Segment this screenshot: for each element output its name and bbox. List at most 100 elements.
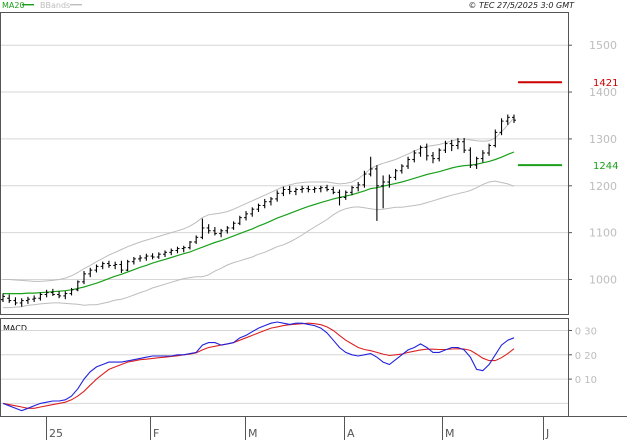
- price-bar: [50, 288, 55, 296]
- price-bar: [275, 190, 280, 202]
- price-bar: [25, 296, 30, 304]
- price-bar: [443, 140, 448, 153]
- price-bar: [82, 271, 87, 285]
- price-bar: [7, 294, 12, 303]
- price-tick-label: 1200: [589, 180, 617, 193]
- macd-tick-label: 0 10: [575, 375, 597, 386]
- price-bar: [331, 186, 336, 195]
- price-bar: [455, 137, 460, 150]
- level-label: 1421: [593, 78, 618, 89]
- price-bar: [343, 190, 348, 200]
- price-bar: [281, 186, 286, 197]
- month-label: A: [347, 427, 355, 440]
- price-bar: [418, 145, 423, 157]
- price-tick-label: 1000: [589, 274, 617, 287]
- macd-title: MACD: [3, 324, 27, 333]
- month-label: 25: [49, 427, 63, 440]
- price-bar: [13, 297, 18, 306]
- price-bar: [138, 255, 143, 262]
- price-bar: [474, 156, 479, 169]
- price-bar: [480, 150, 485, 163]
- price-bar: [262, 198, 267, 209]
- price-bar: [412, 150, 417, 163]
- price-tick-label: 1300: [589, 133, 617, 146]
- price-bar: [225, 226, 230, 234]
- price-bar: [119, 260, 124, 273]
- price-bar: [256, 203, 261, 213]
- level-label: 1244: [593, 161, 618, 172]
- price-bar: [200, 218, 205, 240]
- price-bar: [169, 248, 174, 256]
- price-bar: [194, 235, 199, 244]
- price-bar: [131, 257, 136, 265]
- price-bar: [393, 168, 398, 181]
- price-bar: [156, 252, 161, 259]
- bband-lower-line: [3, 180, 515, 309]
- price-bar: [424, 143, 429, 161]
- price-bar: [387, 174, 392, 188]
- price-bar: [499, 118, 504, 136]
- price-bar: [175, 246, 180, 254]
- price-bar: [237, 215, 242, 226]
- price-bar: [356, 182, 361, 192]
- macd-series-signal-line: [2, 322, 515, 409]
- price-bar: [163, 250, 168, 258]
- legend-ma20-label: MA20: [2, 1, 25, 10]
- price-bar: [100, 261, 105, 270]
- ma20-line: [3, 151, 515, 295]
- price-bar: [312, 186, 317, 193]
- price-bar: [337, 189, 342, 206]
- copyright-timestamp: © TEC 27/5/2025 3:0 GMT: [468, 1, 575, 10]
- price-bar: [468, 147, 473, 168]
- price-bar: [69, 287, 74, 296]
- price-bar: [493, 129, 498, 148]
- month-label: F: [153, 427, 159, 440]
- price-bar: [487, 143, 492, 156]
- price-bar: [318, 185, 323, 193]
- price-bar: [38, 292, 43, 301]
- price-bar: [144, 253, 149, 261]
- price-bar: [374, 165, 379, 221]
- price-bar: [505, 114, 510, 125]
- macd-tick-label: 0 20: [575, 351, 597, 362]
- price-bar: [113, 261, 118, 270]
- price-bar: [44, 289, 49, 298]
- price-bar: [512, 114, 516, 123]
- price-bar: [399, 164, 404, 174]
- price-tick-label: 1400: [589, 86, 617, 99]
- month-label: J: [545, 427, 549, 440]
- price-bar: [268, 197, 273, 206]
- bband-upper-line: [3, 117, 515, 282]
- price-bar: [362, 170, 367, 188]
- price-bar: [19, 298, 24, 307]
- price-bar: [368, 156, 373, 177]
- legend-bbands-swatch: [70, 4, 82, 6]
- price-bar: [250, 207, 255, 217]
- legend-ma20-swatch: [22, 4, 34, 6]
- price-bar: [219, 228, 224, 238]
- macd-series-macd-line: [2, 321, 515, 412]
- price-bar: [206, 224, 211, 234]
- price-bar: [293, 187, 298, 196]
- price-bar: [150, 253, 155, 260]
- price-bar: [349, 185, 354, 196]
- price-bar: [125, 259, 130, 272]
- price-bar: [287, 185, 292, 195]
- price-tick-label: 1100: [589, 227, 617, 240]
- price-bar: [32, 295, 37, 302]
- price-bar: [449, 139, 454, 152]
- month-label: M: [248, 427, 258, 440]
- price-bar: [181, 245, 186, 253]
- price-bar: [306, 185, 311, 193]
- price-bar: [1, 293, 5, 302]
- price-bar: [57, 291, 62, 299]
- price-bar: [106, 260, 111, 268]
- price-bar: [231, 221, 236, 230]
- price-tick-label: 1500: [589, 39, 617, 52]
- price-bar: [300, 185, 305, 193]
- macd-tick-label: 0 30: [575, 327, 597, 338]
- price-bar: [244, 211, 249, 221]
- month-label: M: [445, 427, 455, 440]
- price-bar: [462, 137, 467, 153]
